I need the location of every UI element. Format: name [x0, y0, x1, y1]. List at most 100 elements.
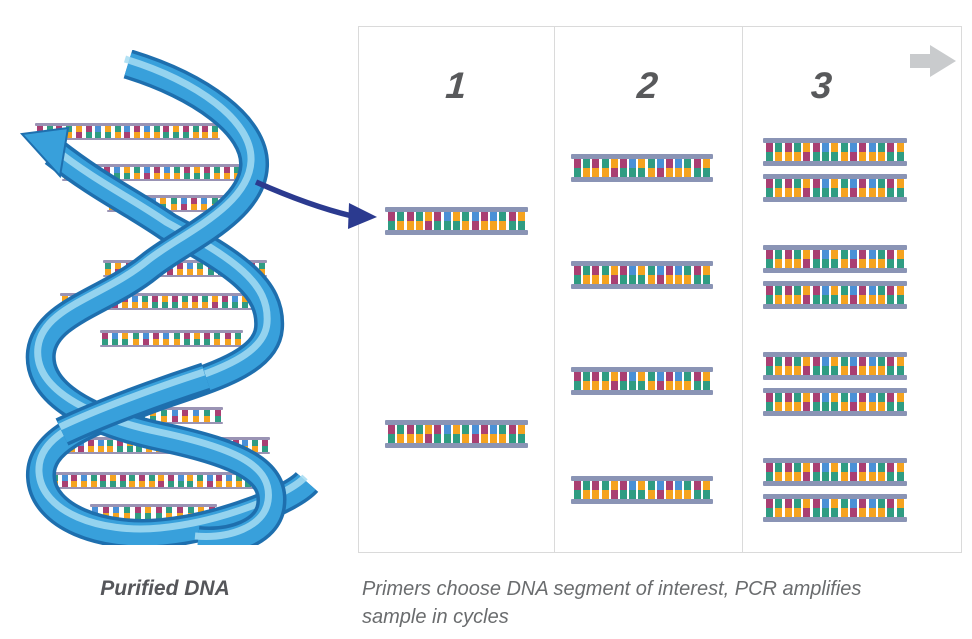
base	[784, 295, 792, 304]
base	[878, 143, 886, 152]
ladder-rail	[107, 195, 230, 198]
base	[480, 212, 488, 221]
base	[896, 295, 904, 304]
base	[794, 152, 802, 161]
base	[406, 221, 414, 230]
ladder-rail	[571, 499, 713, 504]
base-pair	[794, 463, 802, 481]
base	[214, 332, 221, 339]
base	[601, 381, 609, 390]
base	[822, 472, 830, 481]
base	[201, 197, 208, 204]
base	[160, 197, 167, 204]
base-pair	[896, 499, 904, 517]
base	[868, 499, 876, 508]
base	[840, 463, 848, 472]
base	[620, 481, 628, 490]
base-pair	[794, 143, 802, 161]
ladder-rungs	[574, 159, 710, 177]
base-pair	[784, 143, 792, 161]
base	[693, 266, 701, 275]
base-pair	[148, 474, 155, 487]
base	[812, 393, 820, 402]
base-pair	[666, 159, 674, 177]
base-pair	[803, 463, 811, 481]
base	[201, 203, 208, 210]
base-pair	[656, 159, 664, 177]
base	[850, 179, 858, 188]
base-pair	[822, 179, 830, 197]
ladder-rail	[763, 161, 907, 166]
base	[868, 152, 876, 161]
base-pair	[831, 179, 839, 197]
base-pair	[775, 143, 783, 161]
base	[129, 480, 136, 487]
base-pair	[766, 143, 773, 161]
base-pair	[666, 481, 674, 499]
base	[775, 259, 783, 268]
base-pair	[187, 474, 194, 487]
base	[124, 131, 131, 138]
dna-segment	[763, 281, 907, 309]
base	[610, 266, 618, 275]
base	[794, 402, 802, 411]
base	[766, 143, 773, 152]
base	[158, 480, 165, 487]
base	[232, 301, 238, 308]
base-pair	[114, 166, 120, 179]
base-pair	[172, 295, 178, 308]
base-pair	[234, 332, 241, 345]
ladder-rail	[571, 261, 713, 266]
base	[629, 490, 637, 499]
ladder-rail	[763, 411, 907, 416]
base	[574, 490, 581, 499]
base	[583, 168, 591, 177]
ladder-rail	[763, 174, 907, 179]
base-pair	[171, 409, 178, 422]
base	[61, 474, 68, 481]
base	[840, 286, 848, 295]
base	[114, 131, 121, 138]
base-pair	[850, 499, 858, 517]
base	[193, 338, 200, 345]
base-pair	[601, 266, 609, 284]
base	[574, 266, 581, 275]
base	[132, 295, 138, 302]
base-pair	[85, 125, 92, 138]
base-pair	[840, 250, 848, 268]
base	[183, 332, 190, 339]
base	[702, 159, 710, 168]
base	[868, 259, 876, 268]
base-pair	[95, 125, 102, 138]
base	[182, 301, 188, 308]
base	[194, 172, 200, 179]
ladder-rail	[763, 281, 907, 286]
base	[803, 366, 811, 375]
base-pair	[840, 143, 848, 161]
base	[840, 508, 848, 517]
base-pair	[647, 372, 655, 390]
base	[693, 481, 701, 490]
base	[629, 275, 637, 284]
base-pair	[201, 197, 208, 210]
base	[592, 372, 600, 381]
base	[647, 159, 655, 168]
base-pair	[684, 372, 692, 390]
base	[822, 295, 830, 304]
base	[81, 474, 88, 481]
base	[896, 250, 904, 259]
base	[158, 474, 165, 481]
base	[112, 338, 119, 345]
base	[822, 393, 830, 402]
base-pair	[75, 125, 82, 138]
base	[610, 490, 618, 499]
base	[415, 221, 423, 230]
base-pair	[896, 286, 904, 304]
base-pair	[388, 425, 395, 443]
base	[803, 286, 811, 295]
base-pair	[766, 499, 773, 517]
base	[134, 512, 141, 519]
base	[766, 402, 773, 411]
base	[425, 434, 433, 443]
base	[177, 480, 184, 487]
